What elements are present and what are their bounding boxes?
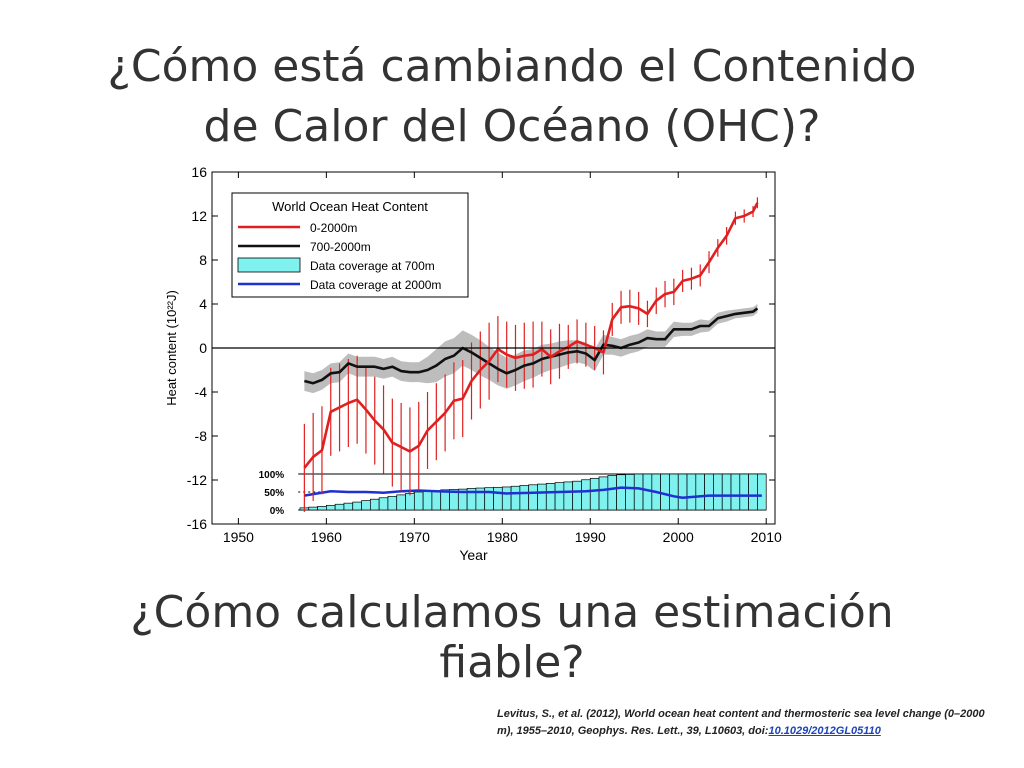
coverage-700m-bar: [589, 477, 600, 511]
legend-0-2000m-label: 0-2000m: [310, 221, 357, 235]
y-tick-label: 12: [191, 208, 207, 224]
legend-coverage-700m-label: Data coverage at 700m: [310, 259, 435, 273]
coverage-700m-bar: [334, 503, 345, 511]
coverage-700m-bar: [519, 485, 530, 511]
x-tick-label: 2010: [751, 529, 782, 545]
coverage-700m-bar: [616, 474, 626, 511]
coverage-700m-bar: [493, 486, 503, 511]
coverage-700m-bar: [352, 501, 362, 511]
citation-text: Levitus, S., et al. (2012), World ocean …: [497, 708, 985, 737]
coverage-700m-bar: [598, 476, 609, 511]
coverage-axis-label: 50%: [264, 488, 284, 499]
coverage-700m-bar: [369, 498, 380, 511]
y-tick-label: -4: [195, 384, 208, 400]
y-tick-label: 16: [191, 164, 207, 180]
series-700-2000m-band: [304, 304, 758, 394]
y-tick-label: -8: [195, 428, 208, 444]
x-tick-label: 1990: [575, 529, 606, 545]
y-tick-label: 4: [199, 296, 207, 312]
y-tick-label: -12: [187, 472, 207, 488]
coverage-700m-bar: [422, 490, 433, 511]
x-tick-label: 1970: [399, 529, 430, 545]
doi-link[interactable]: 10.1029/2012GL05110: [768, 725, 881, 737]
x-axis-label: Year: [459, 547, 488, 563]
coverage-700m-bar: [510, 485, 521, 511]
coverage-2000m-line: [304, 486, 762, 500]
coverage-700m-bar: [669, 473, 679, 511]
coverage-700m-bar: [739, 473, 749, 511]
coverage-700m-bar: [501, 486, 512, 511]
coverage-700m-bar: [387, 495, 398, 511]
coverage-700m-bar: [440, 489, 450, 511]
coverage-700m-bar: [695, 473, 705, 511]
y-tick-label: 8: [199, 252, 207, 268]
coverage-700m-bar: [721, 473, 732, 511]
coverage-700m-bar: [537, 483, 547, 511]
coverage-700m-bar: [343, 502, 354, 511]
coverage-700m-bar: [326, 504, 336, 511]
coverage-700m-bar: [633, 473, 644, 511]
legend-coverage-700m-swatch: [237, 257, 301, 273]
coverage-700m-bar: [554, 482, 565, 511]
coverage-700m-bar: [378, 497, 389, 511]
coverage-axis-label: 0%: [270, 506, 285, 517]
coverage-700m-bar: [607, 475, 618, 511]
y-tick-label: 0: [199, 340, 207, 356]
coverage-700m-bar: [757, 473, 767, 511]
slide-title-line-1: ¿Cómo está cambiando el Contenido: [107, 41, 917, 92]
x-tick-label: 1950: [223, 529, 254, 545]
x-tick-label: 2000: [663, 529, 694, 545]
coverage-700m-bar: [660, 473, 670, 511]
coverage-700m-bar: [704, 473, 714, 511]
coverage-700m-bar: [545, 483, 556, 511]
legend-title: World Ocean Heat Content: [272, 199, 428, 214]
coverage-700m-bar: [748, 473, 758, 511]
coverage-700m-bar: [730, 473, 741, 511]
series-0-2000m-line: [303, 202, 759, 469]
coverage-700m-bar: [361, 500, 371, 511]
coverage-axis-label: 100%: [259, 470, 285, 481]
coverage-700m-bar: [713, 473, 723, 511]
coverage-700m-bar: [413, 491, 424, 511]
y-tick-label: -16: [187, 516, 207, 532]
coverage-700m-bar: [581, 479, 591, 511]
x-tick-label: 1980: [487, 529, 518, 545]
ocean-heat-content-chart: 100% 50% 0% 16 12 8 4 0 -4 -8 -12 -16 1950 1960 1970 1…: [164, 164, 782, 563]
coverage-700m-bar: [686, 473, 697, 511]
x-tick-label: 1960: [311, 529, 342, 545]
series-700-2000m-line: [304, 307, 759, 385]
coverage-700m-bar: [405, 493, 415, 511]
coverage-700m-bar: [528, 484, 538, 511]
coverage-700m-bar: [677, 473, 688, 511]
coverage-700m-bar: [431, 490, 442, 511]
slide-title-line-2: de Calor del Océano (OHC)?: [203, 101, 821, 152]
coverage-700m-bar: [572, 480, 582, 511]
coverage-700m-bar: [396, 494, 406, 511]
y-axis-label: Heat content (10²²J): [164, 290, 179, 406]
legend-700-2000m-label: 700-2000m: [310, 240, 371, 254]
legend-coverage-2000m-label: Data coverage at 2000m: [310, 278, 441, 292]
coverage-700m-bar: [317, 506, 327, 511]
coverage-700m-bar: [308, 506, 318, 511]
coverage-700m-bar: [563, 481, 574, 511]
question-heading: ¿Cómo calculamos una estimación fiable?: [130, 587, 894, 688]
coverage-700m-bar: [625, 474, 635, 511]
citation: Levitus, S., et al. (2012), World ocean …: [497, 706, 997, 740]
